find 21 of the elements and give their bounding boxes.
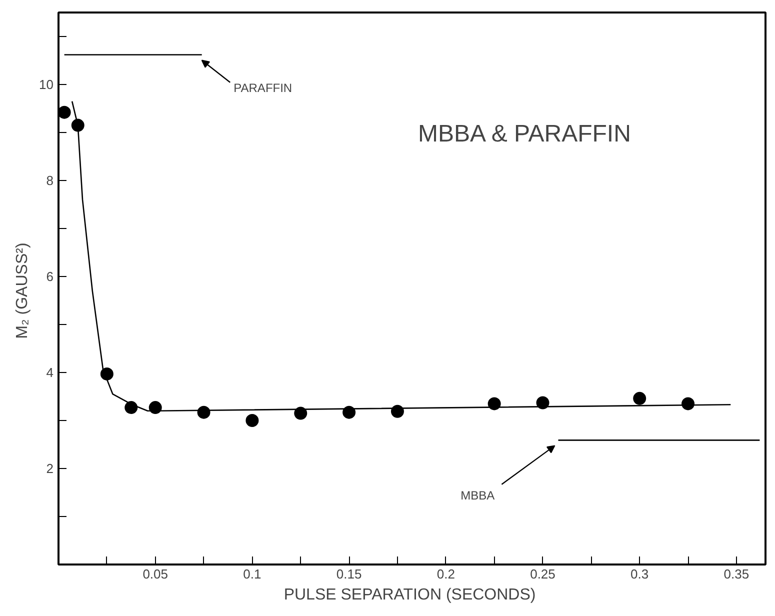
x-tick-label: 0.3: [630, 566, 649, 582]
y-tick-label: 2: [46, 461, 54, 476]
x-tick-label: 0.35: [724, 566, 750, 582]
x-tick-label: 0.25: [530, 566, 556, 582]
x-tick-label: 0.1: [243, 566, 262, 582]
x-tick-label: 0.2: [436, 566, 455, 582]
text: MBBA: [460, 488, 495, 502]
y-tick-label: 6: [46, 269, 54, 284]
point: [58, 106, 71, 119]
y-tick-label: 8: [46, 173, 54, 188]
x-axis-title: PULSE SEPARATION (SECONDS): [284, 586, 536, 604]
point: [246, 414, 259, 427]
y-tick-label: 10: [39, 77, 54, 92]
text: PARAFFIN: [234, 80, 292, 95]
point: [633, 392, 646, 405]
x-tick-label: 0.05: [142, 566, 168, 582]
point: [148, 401, 162, 414]
y-tick-label: 4: [46, 365, 54, 380]
y-axis-title: M₂ (GAUSS²): [14, 242, 32, 339]
text: MBBA & PARAFFIN: [418, 120, 631, 148]
x-tick-label: 0.15: [336, 566, 362, 582]
